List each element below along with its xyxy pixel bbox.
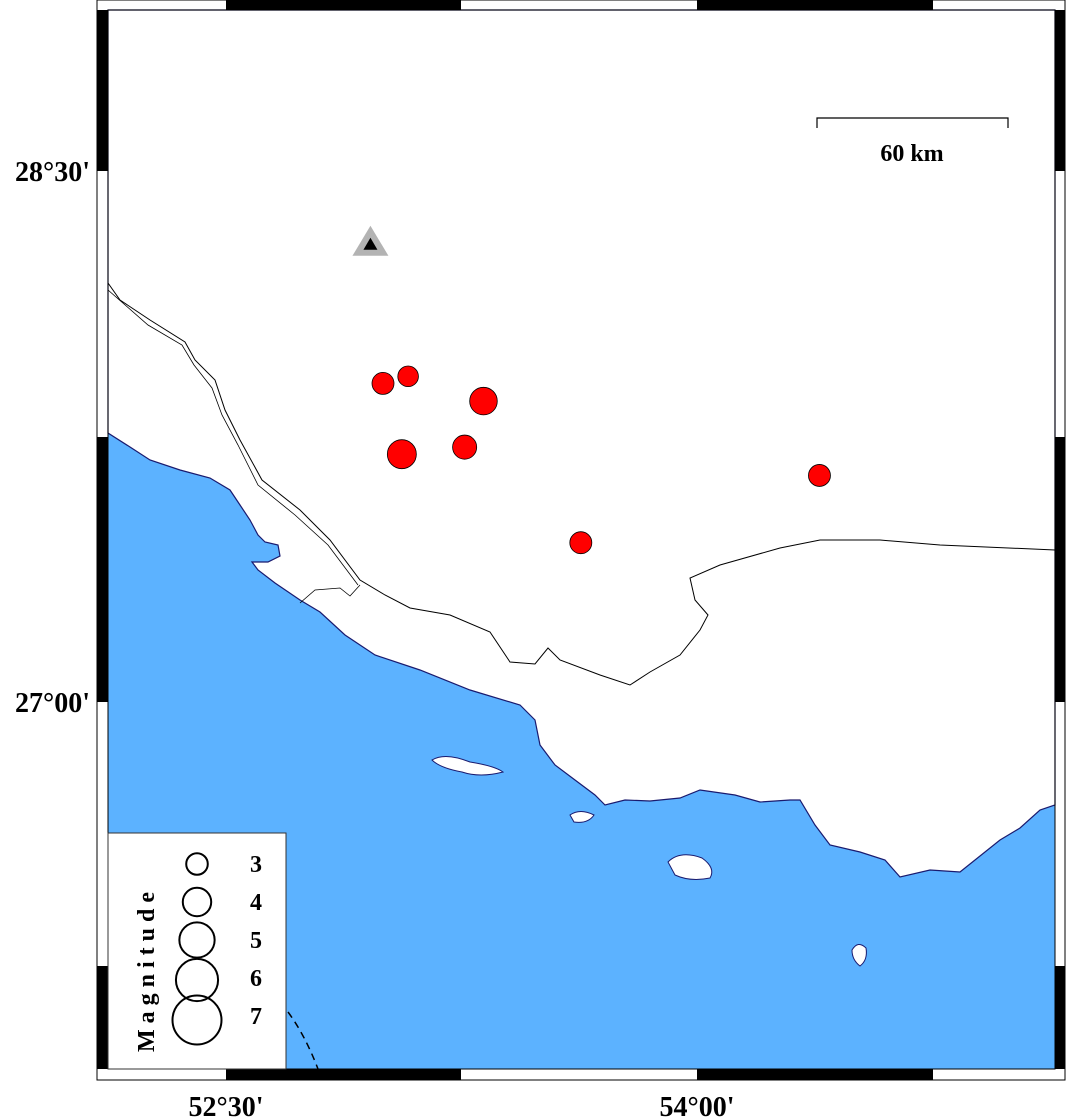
- legend-label: 6: [250, 966, 262, 992]
- magnitude-legend: Magnitude 3 4 5 6 7: [107, 832, 287, 1070]
- station-triangle-inner: [363, 237, 378, 250]
- legend-label: 7: [250, 1004, 262, 1030]
- legend-circle: [171, 994, 223, 1046]
- earthquake-events: [371, 365, 831, 555]
- province-boundary: [107, 289, 359, 586]
- island: [431, 756, 505, 776]
- legend-circle: [185, 852, 209, 876]
- island: [569, 811, 595, 823]
- land-area: [107, 9, 1056, 878]
- lon-label: 54°00': [660, 1092, 735, 1119]
- earthquake-event[interactable]: [397, 365, 419, 388]
- earthquake-event[interactable]: [371, 371, 395, 395]
- legend-circle: [174, 957, 220, 1003]
- province-boundary: [107, 282, 1056, 686]
- legend-title: Magnitude: [134, 886, 160, 1052]
- island: [667, 854, 713, 880]
- earthquake-event[interactable]: [569, 531, 593, 555]
- earthquake-event[interactable]: [469, 386, 498, 416]
- earthquake-event[interactable]: [808, 464, 831, 487]
- lon-label: 52°30': [189, 1092, 264, 1119]
- lat-label: 27°00': [15, 688, 90, 719]
- scale-bar: 60 km: [816, 117, 1009, 167]
- seismic-station-icon[interactable]: [352, 225, 389, 256]
- legend-circle: [178, 921, 216, 959]
- legend-label: 3: [250, 852, 262, 878]
- fault-line: [287, 1011, 319, 1070]
- earthquake-event[interactable]: [452, 434, 478, 460]
- legend-label: 5: [250, 928, 262, 954]
- island: [851, 944, 867, 967]
- scale-bar-label: 60 km: [880, 141, 943, 167]
- legend-circle: [181, 886, 213, 918]
- lat-label: 28°30': [15, 157, 90, 188]
- map-frame: [96, 0, 1066, 1081]
- province-boundary: [299, 584, 361, 604]
- legend-label: 4: [250, 890, 262, 916]
- earthquake-event[interactable]: [386, 439, 417, 470]
